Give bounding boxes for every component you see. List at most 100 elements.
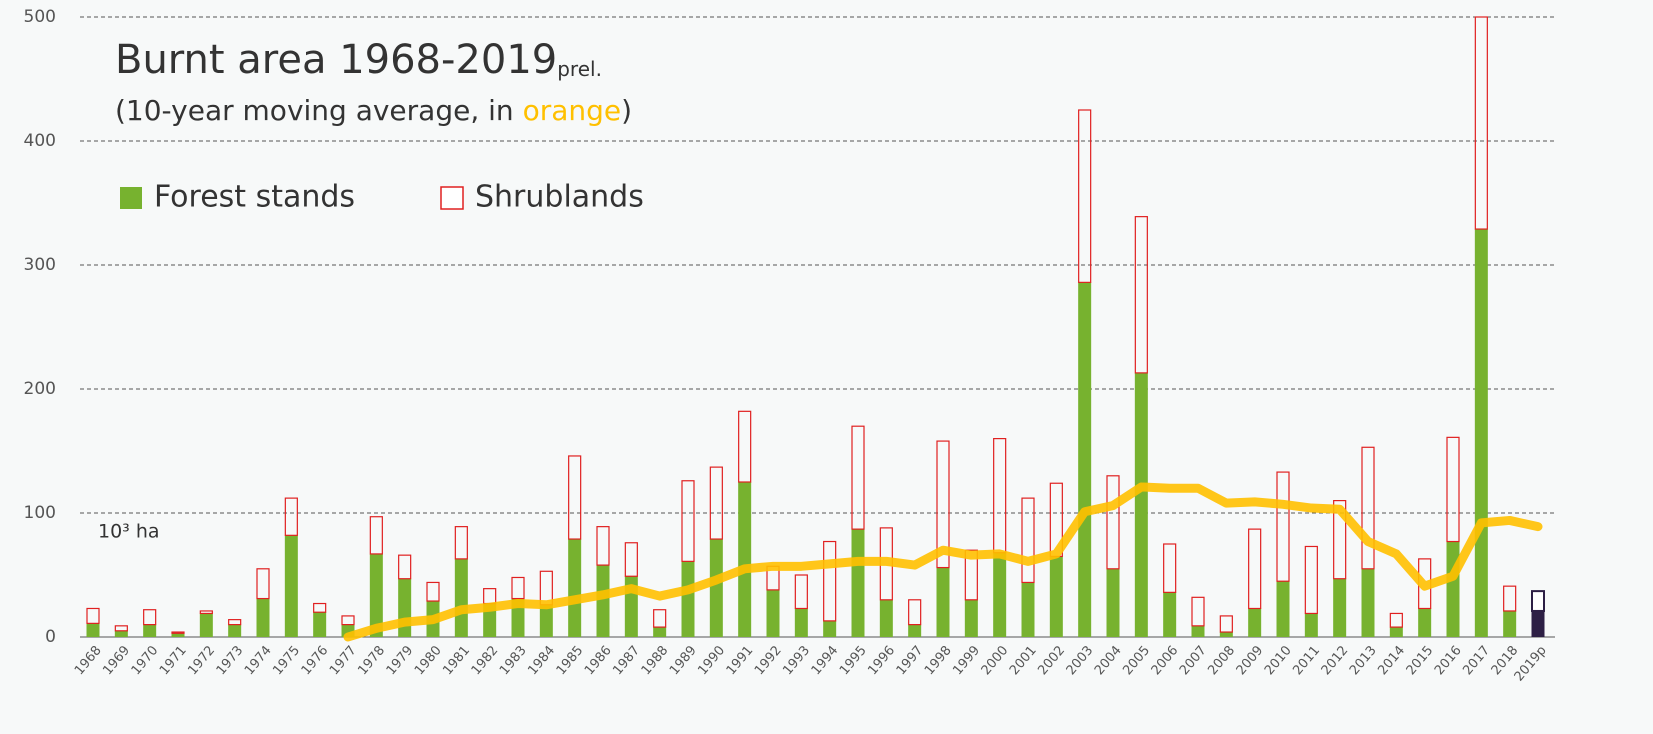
x-tick-label: 1968 — [72, 643, 105, 678]
x-tick-label: 2012 — [1319, 643, 1352, 678]
bar-segment — [1503, 585, 1517, 612]
bar-segment — [228, 619, 242, 626]
x-tick-label: 1994 — [809, 643, 842, 678]
bar-segment — [653, 627, 667, 637]
bar-segment — [766, 589, 780, 637]
bar-segment — [256, 568, 270, 600]
bar-segment — [284, 497, 298, 536]
bar-segment — [143, 624, 157, 637]
bar-segment — [483, 588, 497, 605]
bar-segment — [709, 466, 723, 540]
bar-segment — [1248, 528, 1262, 610]
x-tick-label: 1977 — [327, 643, 360, 678]
bar-segment — [199, 610, 213, 615]
x-tick-label: 2017 — [1460, 643, 1493, 678]
legend-label: Forest stands — [154, 180, 355, 215]
bar-segment — [1191, 596, 1205, 627]
x-tick-label: 1986 — [582, 643, 615, 678]
x-tick-label: 2000 — [979, 643, 1012, 678]
bar-segment — [1474, 16, 1488, 230]
x-tick-label: 1996 — [865, 643, 898, 678]
x-tick-label: 1998 — [922, 643, 955, 678]
bar-segment — [199, 613, 213, 637]
x-tick-label: 1975 — [270, 643, 303, 678]
bar-segment — [1531, 610, 1545, 637]
x-tick-label: 1978 — [355, 643, 388, 678]
bar-segment — [1049, 556, 1063, 637]
moving-average-line — [343, 482, 1543, 642]
bar-segment — [993, 438, 1007, 554]
y-tick-label: 0 — [45, 627, 56, 647]
bar-segment — [709, 539, 723, 637]
x-tick-label: 1972 — [185, 643, 218, 678]
y-tick-label: 200 — [24, 379, 56, 399]
bar-segment — [624, 542, 638, 577]
bar-segment — [398, 578, 412, 637]
x-tick-label: 2008 — [1205, 643, 1238, 678]
bar-segment — [228, 624, 242, 637]
x-tick-label: 2011 — [1290, 643, 1323, 678]
bar-segment — [993, 552, 1007, 637]
bar-segment — [1163, 543, 1177, 593]
x-tick-label: 2001 — [1007, 643, 1040, 678]
bar-segment — [908, 624, 922, 637]
bar-segment — [1389, 612, 1403, 628]
x-tick-label: 1990 — [695, 643, 728, 678]
bar-segment — [681, 561, 695, 637]
x-tick-label: 1971 — [157, 643, 190, 678]
x-tick-label: 1983 — [497, 643, 530, 678]
bar-segment — [313, 602, 327, 613]
y-tick-label: 100 — [24, 503, 56, 523]
bar-segment — [1219, 615, 1233, 633]
x-tick-label: 1992 — [752, 643, 785, 678]
bar-segment — [1021, 582, 1035, 637]
bar-segment — [1446, 436, 1460, 543]
bar-segment — [256, 598, 270, 637]
y-tick-label: 300 — [24, 255, 56, 275]
x-tick-label: 1985 — [554, 643, 587, 678]
bar-segment — [851, 529, 865, 637]
bar-segment — [1191, 625, 1205, 637]
bar-segment — [1219, 632, 1233, 637]
bar-segment — [1389, 627, 1403, 637]
x-tick-label: 2013 — [1347, 643, 1380, 678]
bar-segment — [1361, 446, 1375, 570]
x-tick-label: 1991 — [724, 643, 757, 678]
bar-segment — [1531, 590, 1545, 612]
bar-segment — [738, 482, 752, 637]
bar-segment — [1106, 475, 1120, 570]
x-tick-label: 2002 — [1035, 643, 1068, 678]
bar-segment — [908, 599, 922, 626]
bar-segment — [369, 516, 383, 555]
y-tick-label: 400 — [24, 131, 56, 151]
bar-segment — [1333, 578, 1347, 637]
x-tick-label: 1988 — [639, 643, 672, 678]
bar-segment — [823, 540, 837, 622]
bar-segment — [653, 609, 667, 628]
subtitle: (10-year moving average, in orange) — [115, 94, 632, 127]
chart-title-group: Burnt area 1968-2019prel. — [115, 37, 602, 83]
bar-segment — [1248, 608, 1262, 637]
legend-swatch — [120, 187, 142, 209]
bar-segment — [568, 539, 582, 637]
bar-segment — [398, 554, 412, 580]
x-tick-label: 2014 — [1375, 643, 1408, 678]
bar-segment — [284, 535, 298, 637]
x-tick-label: 2010 — [1262, 643, 1295, 678]
bar-segment — [171, 631, 185, 634]
x-tick-label: 1976 — [299, 643, 332, 678]
y-tick-label: 500 — [24, 7, 56, 27]
bar-segment — [86, 623, 100, 637]
subtitle-part: ) — [621, 94, 632, 127]
bar-segment — [681, 480, 695, 562]
x-tick-label: 2003 — [1064, 643, 1097, 678]
bar-segment — [1503, 610, 1517, 637]
x-tick-label: 1997 — [894, 643, 927, 678]
bar-segment — [313, 612, 327, 637]
bar-segment — [1078, 282, 1092, 637]
bar-segment — [794, 608, 808, 637]
x-tick-label: 1993 — [780, 643, 813, 678]
bar-segment — [794, 574, 808, 610]
x-tick-label: 1970 — [129, 643, 162, 678]
bar-segment — [539, 604, 553, 637]
